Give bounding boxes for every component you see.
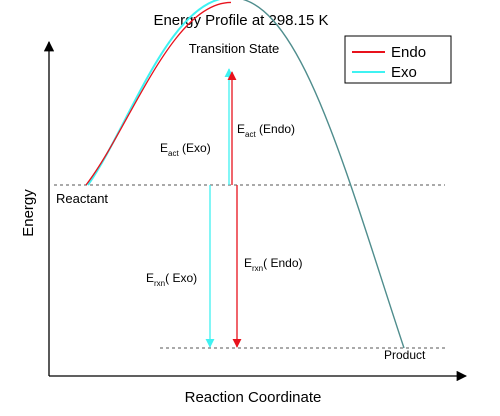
legend-endo-label: Endo — [391, 44, 426, 61]
erxn-endo-symbol: E — [244, 256, 252, 270]
product-label: Product — [384, 348, 426, 362]
erxn-endo-text: ( Endo) — [263, 256, 302, 270]
series-exo-curve — [87, 0, 221, 186]
legend-exo-label: Exo — [391, 64, 417, 81]
eact-exo-symbol: E — [160, 141, 168, 155]
y-axis-label: Energy — [20, 189, 37, 237]
eact-exo-label: Eact (Exo) — [160, 141, 211, 158]
eact-endo-subscript: act — [245, 130, 256, 139]
transition-state-label: Transition State — [189, 41, 280, 56]
series-endo-curve — [85, 1, 232, 186]
eact-endo-label: Eact (Endo) — [237, 122, 295, 139]
erxn-exo-text: ( Exo) — [165, 271, 197, 285]
chart-title: Energy Profile at 298.15 K — [153, 12, 328, 29]
legend: Endo Exo — [344, 35, 452, 84]
eact-exo-text: (Exo) — [179, 141, 211, 155]
erxn-exo-label: Erxn( Exo) — [146, 271, 197, 288]
eact-endo-symbol: E — [237, 122, 245, 136]
erxn-exo-subscript: rxn — [154, 279, 165, 288]
shared-descent-curve — [242, 0, 405, 349]
erxn-endo-subscript: rxn — [252, 264, 263, 273]
legend-box — [344, 35, 452, 84]
erxn-endo-label: Erxn( Endo) — [244, 256, 303, 273]
reactant-label: Reactant — [56, 191, 108, 206]
eact-endo-text: (Endo) — [256, 122, 295, 136]
eact-exo-subscript: act — [168, 149, 179, 158]
x-axis-label: Reaction Coordinate — [185, 389, 322, 406]
erxn-exo-symbol: E — [146, 271, 154, 285]
